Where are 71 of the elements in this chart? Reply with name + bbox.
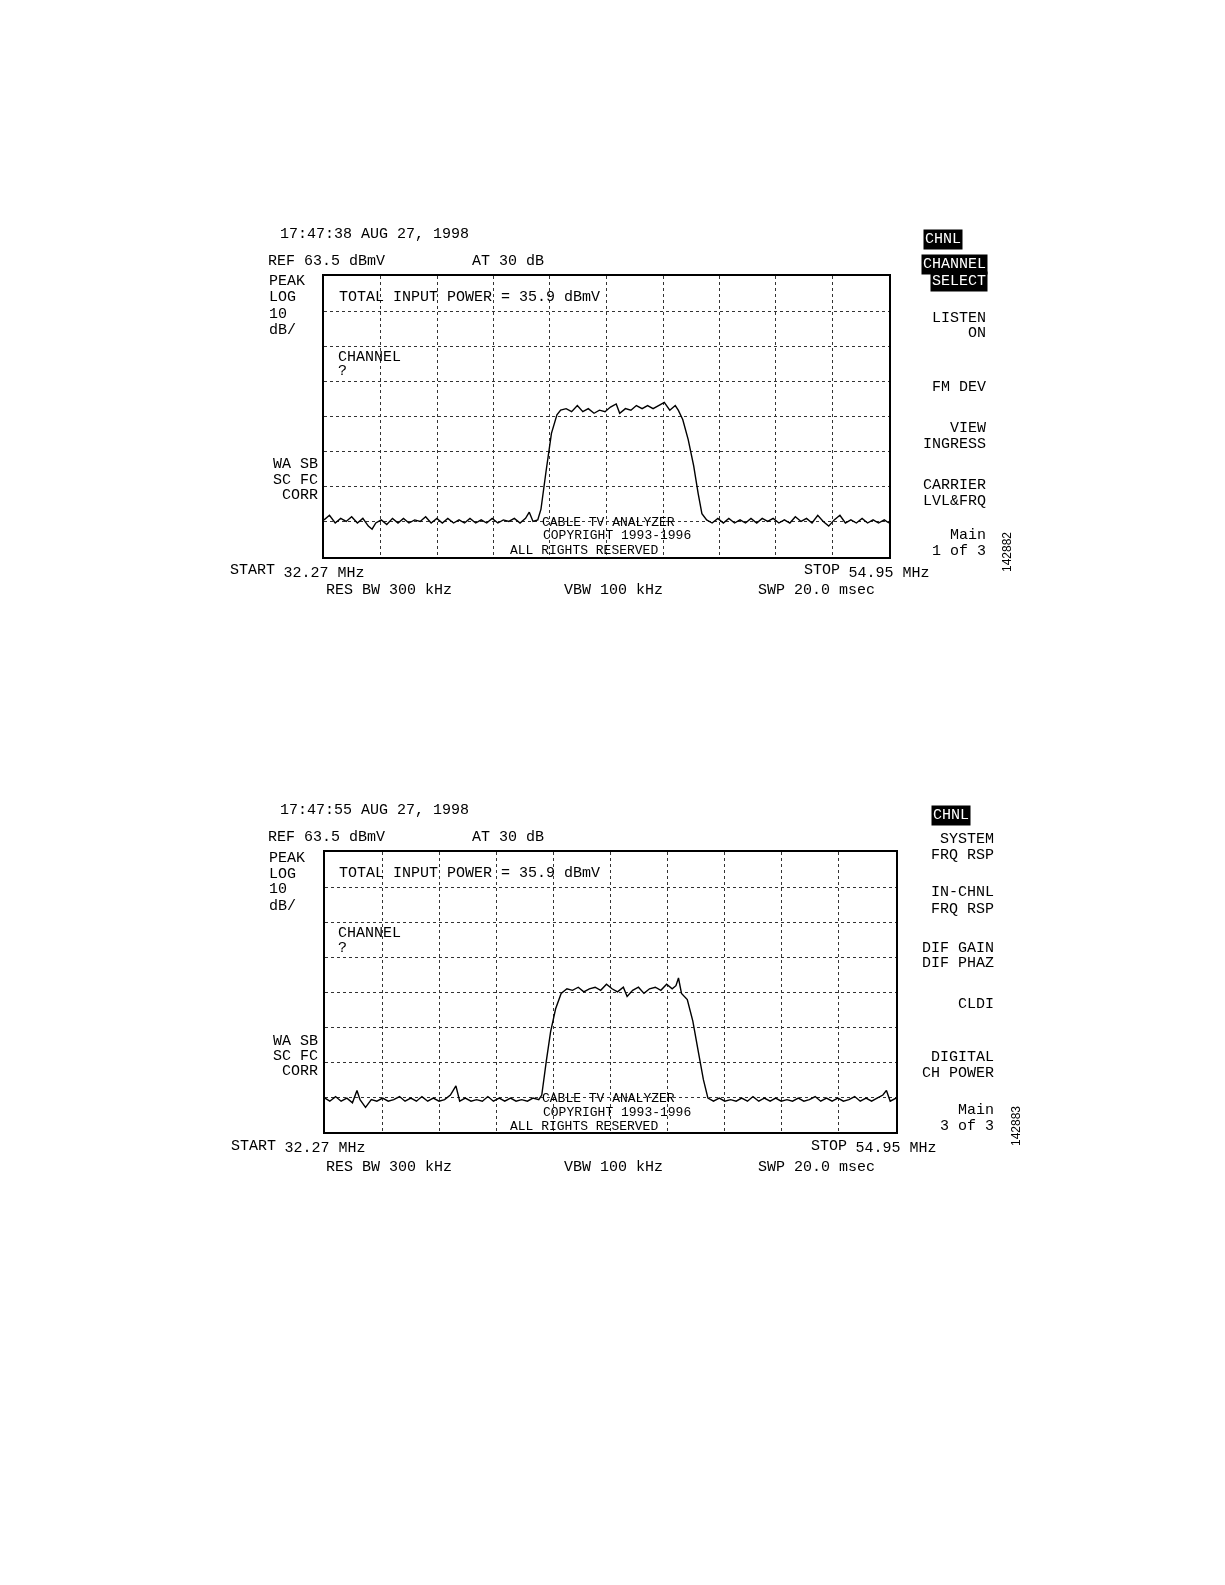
text: DIF GAIN [922, 940, 995, 957]
text: VBW 100 kHz [564, 582, 664, 599]
text: ? [338, 363, 348, 380]
text: CHNL [933, 807, 970, 824]
text: SELECT [932, 273, 987, 290]
text: STOP [811, 1138, 848, 1155]
text: RES BW 300 kHz [326, 582, 453, 599]
chart-title: 17:47:38 AUG 27, 1998 [280, 226, 470, 243]
x-tick-label: 54.95 MHz [855, 1139, 937, 1157]
text: AT 30 dB [472, 829, 545, 846]
text: VIEW [950, 420, 987, 437]
text: REF 63.5 dBmV [268, 253, 386, 270]
text: FRQ RSP [931, 901, 995, 918]
text: CH POWER [922, 1065, 995, 1082]
text: 10 [269, 306, 288, 323]
text: LOG [269, 866, 297, 883]
text: CHANNEL [923, 256, 987, 273]
annotation: ALL RIGHTS RESERVED [510, 1119, 659, 1134]
x-tick-label: 32.27 MHz [283, 564, 365, 582]
text: VBW 100 kHz [564, 1159, 664, 1176]
text: ON [968, 325, 987, 342]
text: LOG [269, 289, 297, 306]
text: STOP [804, 562, 841, 579]
text: 10 [269, 881, 288, 898]
text: CHNL [925, 231, 962, 248]
text: SWP 20.0 msec [758, 582, 876, 599]
text: TOTAL INPUT POWER = 35.9 dBmV [339, 289, 601, 306]
text: LVL&FRQ [923, 493, 987, 510]
text: DIGITAL [931, 1049, 995, 1066]
text: TOTAL INPUT POWER = 35.9 dBmV [339, 865, 601, 882]
text: REF 63.5 dBmV [268, 829, 386, 846]
text: WA SB [273, 456, 319, 473]
text: SC FC [273, 1048, 319, 1065]
text: LISTEN [932, 310, 987, 327]
text: Main [950, 527, 987, 544]
text: START [231, 1138, 277, 1155]
text: dB/ [269, 898, 297, 915]
chart-title: 17:47:55 AUG 27, 1998 [280, 802, 470, 819]
text: CHANNEL [338, 349, 402, 366]
text: AT 30 dB [472, 253, 545, 270]
text: Main [958, 1102, 995, 1119]
text: 142882 [1000, 531, 1014, 572]
text: FRQ RSP [931, 847, 995, 864]
text: START [230, 562, 276, 579]
text: ? [338, 940, 348, 957]
text: WA SB [273, 1033, 319, 1050]
text: CLDI [958, 996, 995, 1013]
text: IN-CHNL [931, 884, 995, 901]
text: 1 of 3 [932, 543, 987, 560]
x-tick-label: 32.27 MHz [284, 1139, 366, 1157]
text: DIF PHAZ [922, 955, 995, 972]
annotation: CABLE TV ANALYZER [542, 515, 675, 530]
x-tick-label: 54.95 MHz [848, 564, 930, 582]
text: SYSTEM [940, 831, 995, 848]
text: INGRESS [923, 436, 987, 453]
text: PEAK [269, 850, 306, 867]
annotation: ALL RIGHTS RESERVED [510, 543, 659, 558]
text: RES BW 300 kHz [326, 1159, 453, 1176]
text: SWP 20.0 msec [758, 1159, 876, 1176]
text: SC FC [273, 472, 319, 489]
text: PEAK [269, 273, 306, 290]
text: CHANNEL [338, 925, 402, 942]
text: CARRIER [923, 477, 987, 494]
text: CORR [282, 1063, 319, 1080]
text: FM DEV [932, 379, 987, 396]
text: 142883 [1009, 1105, 1023, 1146]
text: CORR [282, 487, 319, 504]
text: 3 of 3 [940, 1118, 995, 1135]
annotation: COPYRIGHT 1993-1996 [543, 1105, 692, 1120]
text: dB/ [269, 322, 297, 339]
annotation: COPYRIGHT 1993-1996 [543, 528, 692, 543]
